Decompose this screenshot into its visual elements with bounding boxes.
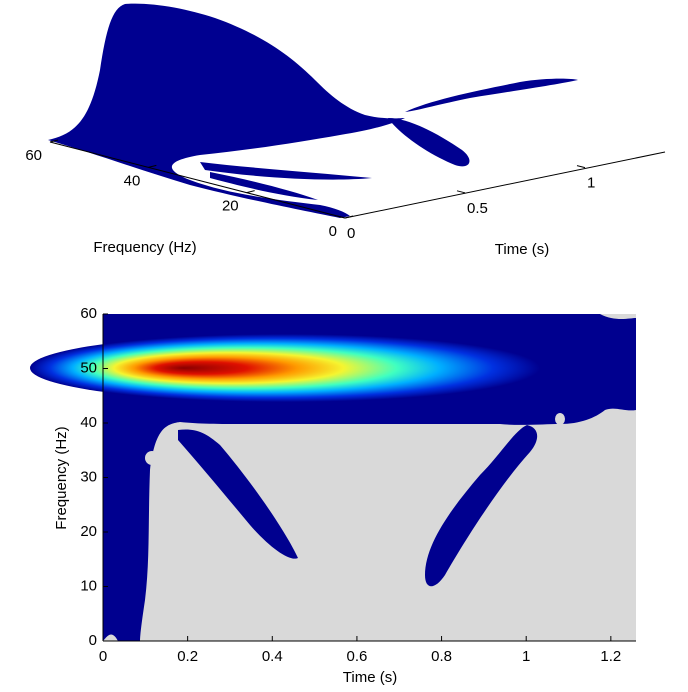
- y-tick-label: 10: [80, 577, 97, 594]
- x-tick-label: 1.2: [600, 648, 621, 665]
- x-tick: [336, 215, 346, 219]
- x-tick: [576, 165, 586, 169]
- y-tick-label: 20: [222, 198, 239, 215]
- y-tick: [148, 164, 157, 168]
- y-tick: [49, 139, 59, 143]
- x-tick-label: 0.5: [467, 200, 488, 217]
- surface-axes: Frequency (Hz) Time (s): [49, 141, 666, 258]
- x-tick-label: 0.4: [262, 648, 283, 665]
- y-tick-label: 30: [80, 468, 97, 485]
- frequency-axis: [49, 141, 346, 219]
- y-tick-label: 0: [329, 223, 337, 240]
- y-tick-label: 60: [80, 305, 97, 322]
- y-tick: [344, 215, 354, 219]
- time-axis: [344, 151, 666, 219]
- y-axis-label: Frequency (Hz): [93, 239, 196, 256]
- y-tick-label: 40: [80, 414, 97, 431]
- y-tick-label: 20: [80, 523, 97, 540]
- x-tick: [456, 190, 466, 194]
- x-tick-label: 0.2: [177, 648, 198, 665]
- x-tick-label: 0: [99, 648, 107, 665]
- y-tick-label: 60: [25, 147, 42, 164]
- x-tick-label: 0.6: [346, 648, 367, 665]
- y-tick-label: 50: [80, 359, 97, 376]
- y-tick-label: 40: [124, 172, 141, 189]
- x-tick-label: 0: [347, 225, 355, 242]
- x-tick-label: 0.8: [431, 648, 452, 665]
- heatmap: [30, 314, 636, 641]
- y-tick: [246, 190, 255, 194]
- y-axis-label: Frequency (Hz): [53, 426, 70, 529]
- y-tick-label: 0: [89, 632, 97, 649]
- x-axis-label: Time (s): [495, 241, 549, 258]
- x-tick-label: 1: [522, 648, 530, 665]
- x-axis-label: Time (s): [343, 669, 397, 686]
- x-tick-label: 1: [587, 175, 595, 192]
